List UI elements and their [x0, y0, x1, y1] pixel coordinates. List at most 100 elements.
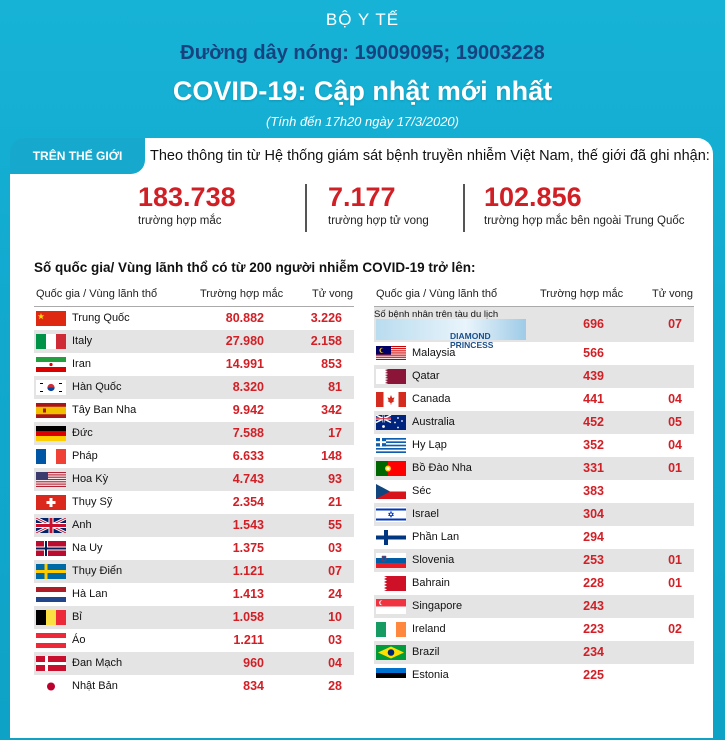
ireland-flag-icon — [376, 622, 406, 637]
usa-flag-icon — [36, 472, 66, 487]
page-title: COVID-19: Cập nhật mới nhất — [172, 76, 553, 106]
bahrain-flag-icon — [376, 576, 406, 591]
table-row: Áo 1.211 03 — [34, 629, 354, 652]
case-count: 2.354 — [232, 495, 264, 509]
case-count: 441 — [583, 392, 604, 406]
country-name: Thụy Điển — [72, 565, 123, 577]
iran-flag-icon — [36, 357, 66, 372]
table-row: Qatar 439 — [374, 365, 694, 388]
country-name: Slovenia — [412, 554, 455, 566]
canada-flag-icon — [376, 392, 406, 407]
case-count: 8.320 — [232, 380, 264, 394]
stat-cases-outside-china: 102.856 trường hợp mắc bên ngoài Trung Q… — [484, 182, 685, 227]
death-count: 05 — [668, 415, 682, 429]
death-count: 28 — [328, 679, 342, 693]
table-row: Italy 27.980 2.158 — [34, 330, 354, 353]
death-count: 01 — [668, 553, 682, 567]
case-count: 253 — [583, 553, 604, 567]
death-count: 81 — [328, 380, 342, 394]
singapore-flag-icon — [376, 599, 406, 614]
germany-flag-icon — [36, 426, 66, 441]
country-name: Đan Mạch — [72, 657, 123, 669]
case-count: 4.743 — [232, 472, 264, 486]
death-count: 04 — [328, 656, 342, 670]
country-name: Đức — [72, 427, 93, 439]
table-row: Thụy Điển 1.121 07 — [34, 560, 354, 583]
death-count: 148 — [321, 449, 342, 463]
header-deaths: Tử vong — [312, 288, 353, 300]
table-row: Iran 14.991 853 — [34, 353, 354, 376]
ship-cases: 696 — [583, 317, 604, 331]
country-name: Hà Lan — [72, 588, 108, 600]
denmark-flag-icon — [36, 656, 66, 671]
table-row: Đức 7.588 17 — [34, 422, 354, 445]
country-name: Iran — [72, 358, 91, 370]
country-name: Estonia — [412, 669, 449, 681]
ship-row: Số bệnh nhân trên tàu du lịch DIAMOND PR… — [374, 307, 694, 350]
table-row: Tây Ban Nha 9.942 342 — [34, 399, 354, 422]
death-count: 01 — [668, 576, 682, 590]
death-count: 02 — [668, 622, 682, 636]
table-row: Pháp 6.633 148 — [34, 445, 354, 468]
table-row: Brazil 234 — [374, 641, 694, 664]
norway-flag-icon — [36, 541, 66, 556]
belgium-flag-icon — [36, 610, 66, 625]
table-row: Hàn Quốc 8.320 81 — [34, 376, 354, 399]
sweden-flag-icon — [36, 564, 66, 579]
stat-value: 102.856 — [484, 182, 582, 212]
spain-flag-icon — [36, 403, 66, 418]
country-name: Canada — [412, 393, 451, 405]
stat-label: trường hợp mắc bên ngoài Trung Quốc — [484, 215, 685, 227]
china-flag-icon — [36, 311, 66, 326]
case-count: 1.543 — [232, 518, 264, 532]
country-name: Pháp — [72, 450, 98, 462]
stat-label: trường hợp tử vong — [328, 215, 429, 227]
case-count: 1.058 — [232, 610, 264, 624]
table-row: Hà Lan 1.413 24 — [34, 583, 354, 606]
death-count: 03 — [328, 633, 342, 647]
ship-deaths: 07 — [668, 317, 682, 331]
section-title: Số quốc gia/ Vùng lãnh thổ có từ 200 ngư… — [34, 260, 476, 275]
update-time: (Tính đến 17h20 ngày 17/3/2020) — [266, 114, 459, 129]
netherlands-flag-icon — [36, 587, 66, 602]
table-row: Estonia 225 — [374, 664, 694, 687]
case-count: 566 — [583, 346, 604, 360]
death-count: 04 — [668, 438, 682, 452]
table-row: Thụy Sỹ 2.354 21 — [34, 491, 354, 514]
malaysia-flag-icon — [376, 346, 406, 361]
country-name: Thụy Sỹ — [72, 496, 113, 508]
slovenia-flag-icon — [376, 553, 406, 568]
country-name: Trung Quốc — [72, 312, 130, 324]
case-count: 1.121 — [232, 564, 264, 578]
greece-flag-icon — [376, 438, 406, 453]
case-count: 1.211 — [233, 633, 264, 647]
death-count: 24 — [328, 587, 342, 601]
case-count: 304 — [583, 507, 604, 521]
death-count: 10 — [328, 610, 342, 624]
country-name: Hàn Quốc — [72, 381, 122, 393]
country-name: Nhật Bản — [72, 680, 118, 692]
country-name: Anh — [72, 519, 92, 531]
case-count: 228 — [583, 576, 604, 590]
stat-label: trường hợp mắc — [138, 215, 222, 227]
right-rows: Malaysia 566 Qatar 439 Canada 441 04 Australia 4… — [374, 342, 694, 687]
south-korea-flag-icon — [36, 380, 66, 395]
case-count: 439 — [583, 369, 604, 383]
case-count: 294 — [583, 530, 604, 544]
country-name: Israel — [412, 508, 439, 520]
case-count: 452 — [583, 415, 604, 429]
case-count: 960 — [243, 656, 264, 670]
qatar-flag-icon — [376, 369, 406, 384]
case-count: 9.942 — [232, 403, 264, 417]
country-name: Bahrain — [412, 577, 450, 589]
table-header: Quốc gia / Vùng lãnh thổ Trường hợp mắc … — [374, 284, 694, 307]
country-name: Hy Lạp — [412, 439, 447, 451]
country-name: Hoa Kỳ — [72, 473, 109, 485]
country-name: Malaysia — [412, 347, 456, 359]
world-intro: Theo thông tin từ Hệ thống giám sát bệnh… — [150, 148, 710, 164]
cruise-ship-icon: DIAMOND PRINCESS — [376, 319, 526, 350]
stat-total-deaths: 7.177 trường hợp tử vong — [328, 182, 429, 227]
header-cases: Trường hợp mắc — [200, 288, 284, 300]
table-row: Bahrain 228 01 — [374, 572, 694, 595]
table-row: Malaysia 566 — [374, 342, 694, 365]
